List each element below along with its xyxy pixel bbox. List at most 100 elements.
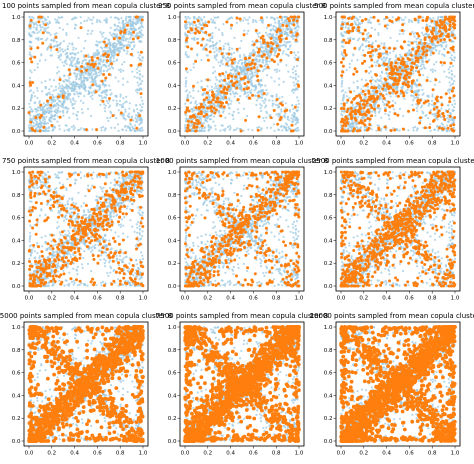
reference-point	[289, 110, 292, 113]
reference-point	[74, 27, 77, 30]
reference-point	[288, 119, 291, 122]
reference-point	[133, 28, 137, 31]
sampled-point	[216, 97, 219, 101]
reference-point	[111, 44, 114, 47]
reference-point	[412, 99, 415, 102]
reference-point	[437, 15, 440, 19]
reference-point	[72, 46, 75, 49]
reference-point	[287, 54, 290, 58]
reference-point	[58, 82, 61, 85]
panel-title: 500 points sampled from mean copula clus…	[314, 2, 474, 10]
reference-point	[55, 102, 59, 105]
reference-point	[435, 60, 438, 64]
reference-point	[248, 16, 251, 19]
reference-point	[126, 80, 129, 83]
reference-point	[416, 127, 419, 130]
reference-point	[78, 61, 81, 64]
reference-point	[70, 125, 73, 129]
reference-point	[42, 109, 46, 112]
reference-point	[380, 42, 383, 45]
sampled-point	[272, 109, 276, 112]
reference-point	[228, 48, 231, 51]
reference-point	[213, 87, 216, 90]
reference-point	[285, 129, 288, 132]
reference-point	[285, 41, 288, 44]
reference-point	[385, 72, 388, 75]
sampled-point	[227, 85, 231, 89]
reference-point	[59, 49, 62, 52]
reference-point	[209, 96, 212, 99]
reference-point	[76, 83, 79, 86]
reference-point	[66, 51, 69, 55]
reference-point	[284, 102, 287, 105]
reference-point	[253, 51, 256, 54]
sampled-point	[227, 52, 231, 56]
sampled-point	[85, 128, 88, 132]
reference-point	[250, 83, 253, 86]
reference-point	[82, 101, 85, 104]
reference-point	[421, 88, 424, 92]
reference-point	[440, 122, 443, 125]
sampled-point	[256, 69, 260, 73]
reference-point	[36, 86, 39, 90]
reference-point	[75, 65, 78, 68]
reference-point	[450, 69, 453, 73]
reference-point	[264, 97, 267, 101]
reference-point	[70, 82, 73, 85]
reference-point	[207, 123, 210, 127]
reference-point	[234, 61, 237, 64]
reference-point	[240, 39, 243, 43]
reference-point	[118, 21, 121, 24]
reference-point	[370, 128, 373, 131]
reference-point	[28, 15, 31, 19]
reference-point	[204, 20, 207, 23]
reference-point	[234, 128, 237, 131]
reference-point	[211, 21, 215, 24]
reference-point	[82, 74, 85, 77]
reference-point	[35, 29, 38, 32]
reference-point	[139, 31, 142, 34]
reference-point	[221, 33, 224, 37]
reference-point	[89, 68, 92, 71]
sampled-point	[33, 55, 37, 59]
reference-point	[381, 100, 384, 104]
reference-point	[271, 34, 274, 37]
reference-point	[377, 83, 380, 86]
reference-point	[87, 16, 90, 19]
reference-point	[228, 112, 231, 115]
reference-point	[408, 20, 411, 24]
reference-point	[257, 35, 260, 38]
reference-point	[36, 66, 39, 69]
reference-point	[296, 29, 299, 32]
reference-point	[109, 47, 112, 50]
reference-point	[275, 70, 278, 73]
sampled-point	[49, 45, 53, 49]
reference-point	[235, 67, 238, 70]
sampled-point	[224, 96, 228, 99]
reference-point	[129, 126, 132, 130]
reference-point	[259, 107, 262, 110]
reference-point	[59, 41, 62, 45]
sampled-point	[210, 105, 213, 109]
reference-point	[279, 125, 283, 128]
reference-point	[243, 29, 246, 32]
sampled-point	[278, 118, 282, 122]
reference-point	[115, 117, 118, 120]
reference-point	[388, 118, 391, 121]
panel-title: 250 points sampled from mean copula clus…	[158, 2, 326, 10]
reference-point	[65, 97, 68, 100]
reference-point	[97, 41, 100, 44]
reference-point	[226, 82, 229, 85]
reference-point	[195, 109, 198, 112]
reference-point	[50, 101, 54, 104]
reference-point	[428, 42, 431, 45]
reference-point	[412, 126, 415, 129]
reference-point	[428, 123, 432, 126]
reference-point	[214, 85, 217, 88]
reference-point	[358, 47, 361, 50]
y-tick-label: 0.6	[12, 61, 21, 67]
reference-point	[61, 16, 64, 19]
reference-point	[415, 96, 419, 99]
reference-point	[280, 110, 283, 113]
reference-point	[61, 84, 64, 87]
